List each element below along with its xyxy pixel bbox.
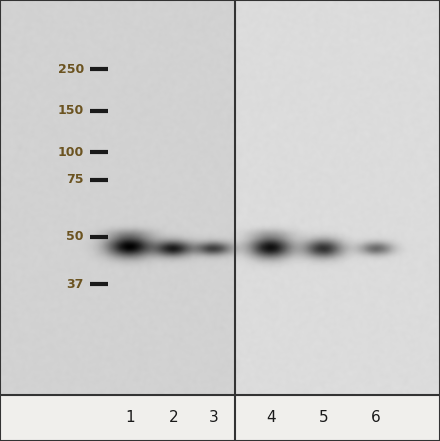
Text: 100: 100 <box>58 146 84 159</box>
Text: 50: 50 <box>66 231 84 243</box>
Text: 1: 1 <box>125 411 135 426</box>
Text: 5: 5 <box>319 411 328 426</box>
Text: 75: 75 <box>66 173 84 186</box>
Text: 2: 2 <box>169 411 179 426</box>
Text: 250: 250 <box>58 63 84 75</box>
Text: 3: 3 <box>209 411 218 426</box>
Text: 150: 150 <box>58 104 84 117</box>
Text: 4: 4 <box>266 411 275 426</box>
Text: 37: 37 <box>66 278 84 291</box>
Text: 6: 6 <box>371 411 381 426</box>
